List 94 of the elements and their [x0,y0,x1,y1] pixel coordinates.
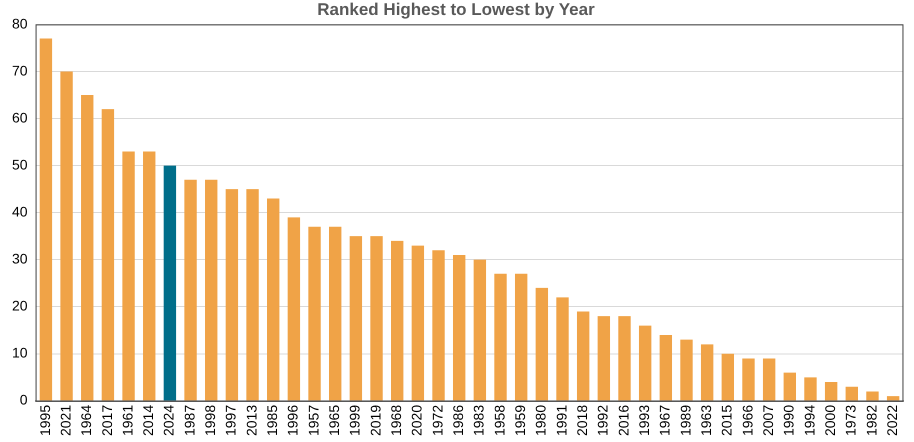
x-tick-label: 1998 [202,404,218,436]
x-tick-label: 1959 [512,404,528,436]
bar [432,250,445,400]
bar [700,344,714,400]
x-tick-label: 1992 [594,404,611,436]
bar [804,377,817,400]
x-tick-label: 1983 [470,404,487,436]
bar [205,180,218,400]
x-tick-label: 2015 [718,404,735,436]
x-tick-label: 1995 [36,404,53,436]
bar [122,151,135,400]
y-tick-label: 0 [20,392,28,408]
x-tick-label: 2024 [160,404,177,436]
bar [784,372,796,400]
x-tick-label: 1994 [801,404,818,436]
bar [81,94,94,400]
x-tick-label: 2016 [615,404,632,436]
x-tick-label: 1993 [636,404,652,436]
x-tick-label: 1963 [698,404,714,436]
x-tick-label: 1987 [181,404,198,436]
bar [308,226,321,400]
x-tick-label: 1997 [222,404,239,436]
bar [60,71,73,400]
bar [390,240,404,400]
bar [742,358,755,400]
x-tick-label: 2000 [822,404,838,436]
bar [329,226,342,400]
x-tick-label: 2020 [408,404,425,436]
x-tick-label: 1999 [346,404,363,436]
x-tick-label: 1964 [78,404,94,436]
bar [350,236,362,400]
y-tick-label: 80 [12,15,28,32]
bar [762,358,776,400]
bar [846,386,858,400]
x-tick-label: 1986 [450,404,466,436]
x-tick-label: 1996 [284,404,301,436]
x-tick-label: 1991 [553,404,570,436]
bar [494,274,507,400]
y-tick-label: 10 [12,344,28,361]
bar [886,396,900,400]
x-tick-label: 1957 [305,404,322,436]
y-tick-label: 30 [12,250,28,267]
x-tick-label: 1985 [264,404,280,436]
bar [288,217,300,400]
x-tick-label: 2021 [57,404,74,436]
bar [143,151,156,400]
x-tick-label: 1967 [656,404,673,436]
y-tick-label: 40 [12,203,28,220]
x-tick-label: 2007 [760,404,776,436]
x-tick-label: 1980 [532,404,549,436]
bar [412,246,424,400]
x-tick-label: 1961 [119,404,136,436]
x-tick-label: 2014 [140,404,156,436]
bar [370,236,383,400]
bar [246,189,259,400]
x-tick-label: 1990 [780,404,797,436]
bar [638,326,652,400]
y-tick-label: 60 [12,109,28,126]
x-tick-label: 2017 [98,404,115,436]
bar [866,391,879,400]
bar [556,297,569,400]
bar [660,334,672,400]
bar [536,288,548,400]
x-tick-label: 1965 [326,404,342,436]
chart-title: Ranked Highest to Lowest by Year [317,0,596,19]
bar [452,254,466,400]
bar [474,260,486,400]
bar [102,109,114,400]
bar [267,198,280,400]
x-tick-label: 1966 [739,404,756,436]
y-tick-label: 70 [12,62,28,78]
x-tick-label: 1982 [863,404,880,436]
x-tick-label: 2022 [884,404,900,436]
bar [514,274,528,400]
x-tick-label: 2018 [574,404,590,436]
bar [618,316,631,400]
bar [598,316,610,400]
x-tick-label: 1972 [429,404,446,436]
bar [722,354,734,400]
bar [576,311,590,400]
bar [824,382,838,400]
bar [184,180,197,400]
y-tick-label: 50 [12,156,28,172]
x-tick-label: 1973 [842,404,859,436]
x-tick-label: 1989 [677,404,694,436]
bar [40,38,52,400]
x-tick-label: 2019 [367,404,384,436]
y-tick-label: 20 [12,298,28,314]
bar [680,340,693,400]
bar [226,189,238,400]
x-tick-label: 1968 [388,404,404,436]
x-tick-label: 1958 [491,404,508,436]
x-tick-label: 2013 [243,404,260,436]
bar [164,166,176,400]
